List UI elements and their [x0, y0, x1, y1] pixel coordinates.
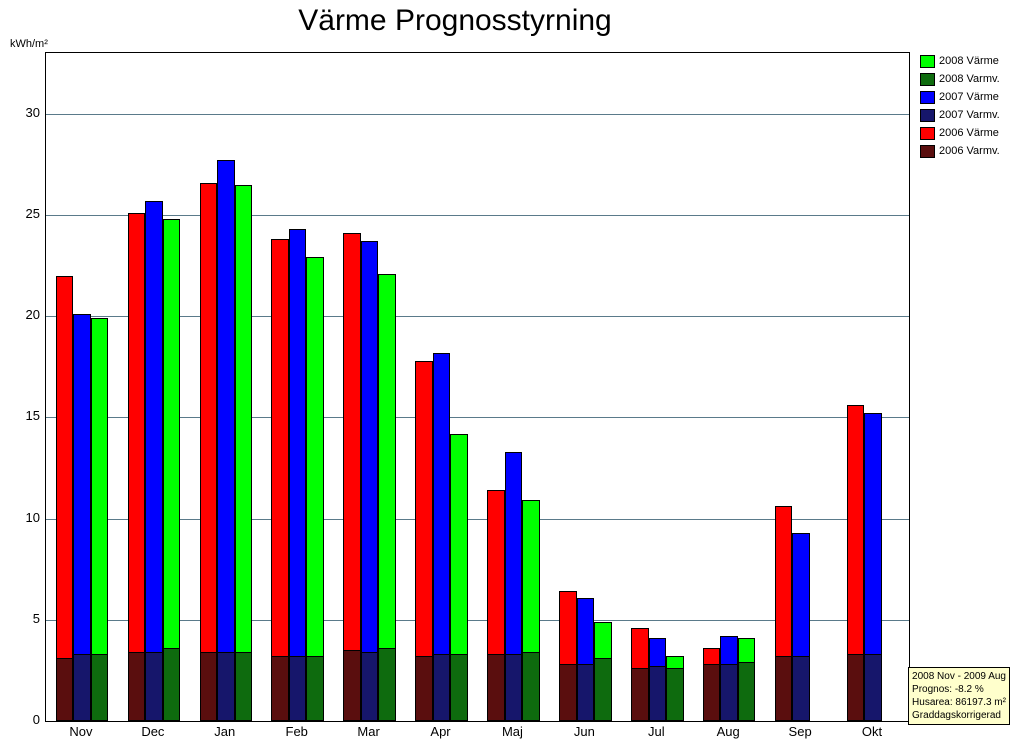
legend-label: 2006 Varmv. — [939, 145, 1000, 157]
bar-2007_varmv — [577, 664, 594, 721]
bar-2008_varmv — [306, 656, 323, 721]
legend: 2008 Värme 2008 Varmv. 2007 Värme 2007 Varm… — [920, 54, 1010, 162]
bar-2008_varmv — [378, 648, 395, 721]
legend-item: 2008 Värme — [920, 54, 1010, 68]
bar-2006_varmv — [271, 656, 288, 721]
legend-swatch — [920, 73, 935, 86]
bar-2007_varmv — [145, 652, 162, 721]
x-tick-label: Sep — [770, 724, 830, 739]
bar-2006_varme — [200, 183, 217, 721]
bar-2006_varmv — [56, 658, 73, 721]
y-tick-label: 15 — [10, 408, 40, 423]
bar-2007_varme — [145, 201, 162, 721]
bar-2006_varme — [343, 233, 360, 721]
chart-title: Värme Prognosstyrning — [0, 4, 910, 38]
bar-2008_varmv — [163, 648, 180, 721]
y-tick-label: 5 — [10, 611, 40, 626]
x-tick-label: Feb — [267, 724, 327, 739]
y-axis-label: kWh/m² — [10, 38, 48, 50]
bar-2006_varmv — [487, 654, 504, 721]
legend-label: 2007 Värme — [939, 91, 999, 103]
bar-2007_varme — [361, 241, 378, 721]
bar-2006_varmv — [559, 664, 576, 721]
bar-2007_varme — [289, 229, 306, 721]
bar-2006_varmv — [847, 654, 864, 721]
grid-line — [46, 215, 909, 216]
bar-2008_varmv — [594, 658, 611, 721]
bar-2007_varmv — [289, 656, 306, 721]
y-tick-label: 20 — [10, 307, 40, 322]
bar-2008_varmv — [738, 662, 755, 721]
x-tick-label: Mar — [339, 724, 399, 739]
bar-2007_varmv — [217, 652, 234, 721]
legend-swatch — [920, 109, 935, 122]
info-box: 2008 Nov - 2009 AugPrognos: -8.2 %Husare… — [908, 667, 1010, 725]
y-tick-label: 30 — [10, 105, 40, 120]
legend-label: 2007 Varmv. — [939, 109, 1000, 121]
bar-2006_varmv — [631, 668, 648, 721]
bar-2007_varmv — [433, 654, 450, 721]
x-tick-label: Jan — [195, 724, 255, 739]
y-tick-label: 10 — [10, 510, 40, 525]
bar-2007_varme — [217, 160, 234, 721]
bar-2008_varme — [235, 185, 252, 721]
bar-2006_varmv — [343, 650, 360, 721]
bar-2006_varmv — [775, 656, 792, 721]
bar-2008_varmv — [666, 668, 683, 721]
bar-2008_varmv — [235, 652, 252, 721]
bar-2006_varme — [128, 213, 145, 721]
legend-label: 2006 Värme — [939, 127, 999, 139]
bar-2008_varmv — [91, 654, 108, 721]
legend-swatch — [920, 127, 935, 140]
x-tick-label: Dec — [123, 724, 183, 739]
bar-2006_varme — [56, 276, 73, 721]
x-tick-label: Jun — [554, 724, 614, 739]
bar-2006_varmv — [703, 664, 720, 721]
bar-2007_varmv — [864, 654, 881, 721]
chart-container: Värme Prognosstyrning kWh/m² 0 5 10 15 20 25 3… — [0, 0, 1012, 755]
bar-2007_varmv — [73, 654, 90, 721]
legend-item: 2006 Värme — [920, 126, 1010, 140]
x-tick-label: Nov — [51, 724, 111, 739]
y-tick-label: 25 — [10, 206, 40, 221]
legend-swatch — [920, 91, 935, 104]
legend-item: 2007 Varmv. — [920, 108, 1010, 122]
bar-2006_varmv — [200, 652, 217, 721]
info-line: Prognos: -8.2 % — [912, 683, 1006, 696]
legend-item: 2007 Värme — [920, 90, 1010, 104]
bar-2008_varmv — [522, 652, 539, 721]
grid-line — [46, 114, 909, 115]
bar-2006_varme — [271, 239, 288, 721]
bar-2008_varme — [163, 219, 180, 721]
x-tick-label: Apr — [411, 724, 471, 739]
bar-2008_varmv — [450, 654, 467, 721]
y-tick-label: 0 — [10, 712, 40, 727]
bar-2007_varmv — [361, 652, 378, 721]
legend-item: 2008 Varmv. — [920, 72, 1010, 86]
x-tick-label: Jul — [626, 724, 686, 739]
x-tick-label: Aug — [698, 724, 758, 739]
plot-area — [45, 52, 910, 722]
bar-2008_varme — [306, 257, 323, 721]
bar-2006_varmv — [128, 652, 145, 721]
info-line: Husarea: 86197.3 m² — [912, 696, 1006, 709]
info-line: Graddagskorrigerad — [912, 709, 1006, 722]
bar-2007_varmv — [649, 666, 666, 721]
x-tick-label: Okt — [842, 724, 902, 739]
bar-2007_varmv — [505, 654, 522, 721]
legend-swatch — [920, 55, 935, 68]
bar-2007_varmv — [792, 656, 809, 721]
legend-swatch — [920, 145, 935, 158]
x-tick-label: Maj — [482, 724, 542, 739]
bar-2006_varmv — [415, 656, 432, 721]
legend-item: 2006 Varmv. — [920, 144, 1010, 158]
bar-2007_varmv — [720, 664, 737, 721]
legend-label: 2008 Varmv. — [939, 73, 1000, 85]
legend-label: 2008 Värme — [939, 55, 999, 67]
info-line: 2008 Nov - 2009 Aug — [912, 670, 1006, 683]
